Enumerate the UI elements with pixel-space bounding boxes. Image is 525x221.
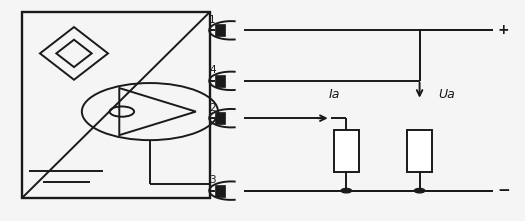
Bar: [334, 130, 359, 172]
Text: Ia: Ia: [329, 88, 340, 101]
Bar: [22, 12, 210, 198]
Text: 4: 4: [209, 65, 216, 75]
Text: 2: 2: [209, 103, 216, 113]
Text: 1: 1: [209, 15, 216, 25]
Circle shape: [341, 189, 352, 193]
Bar: [215, 75, 225, 87]
Text: −: −: [497, 183, 510, 198]
Circle shape: [414, 189, 425, 193]
Text: +: +: [498, 23, 509, 37]
Bar: [407, 130, 432, 172]
Text: Ua: Ua: [438, 88, 455, 101]
Text: 3: 3: [209, 175, 216, 185]
Bar: [215, 24, 225, 36]
Bar: [215, 112, 225, 124]
Bar: [215, 185, 225, 197]
